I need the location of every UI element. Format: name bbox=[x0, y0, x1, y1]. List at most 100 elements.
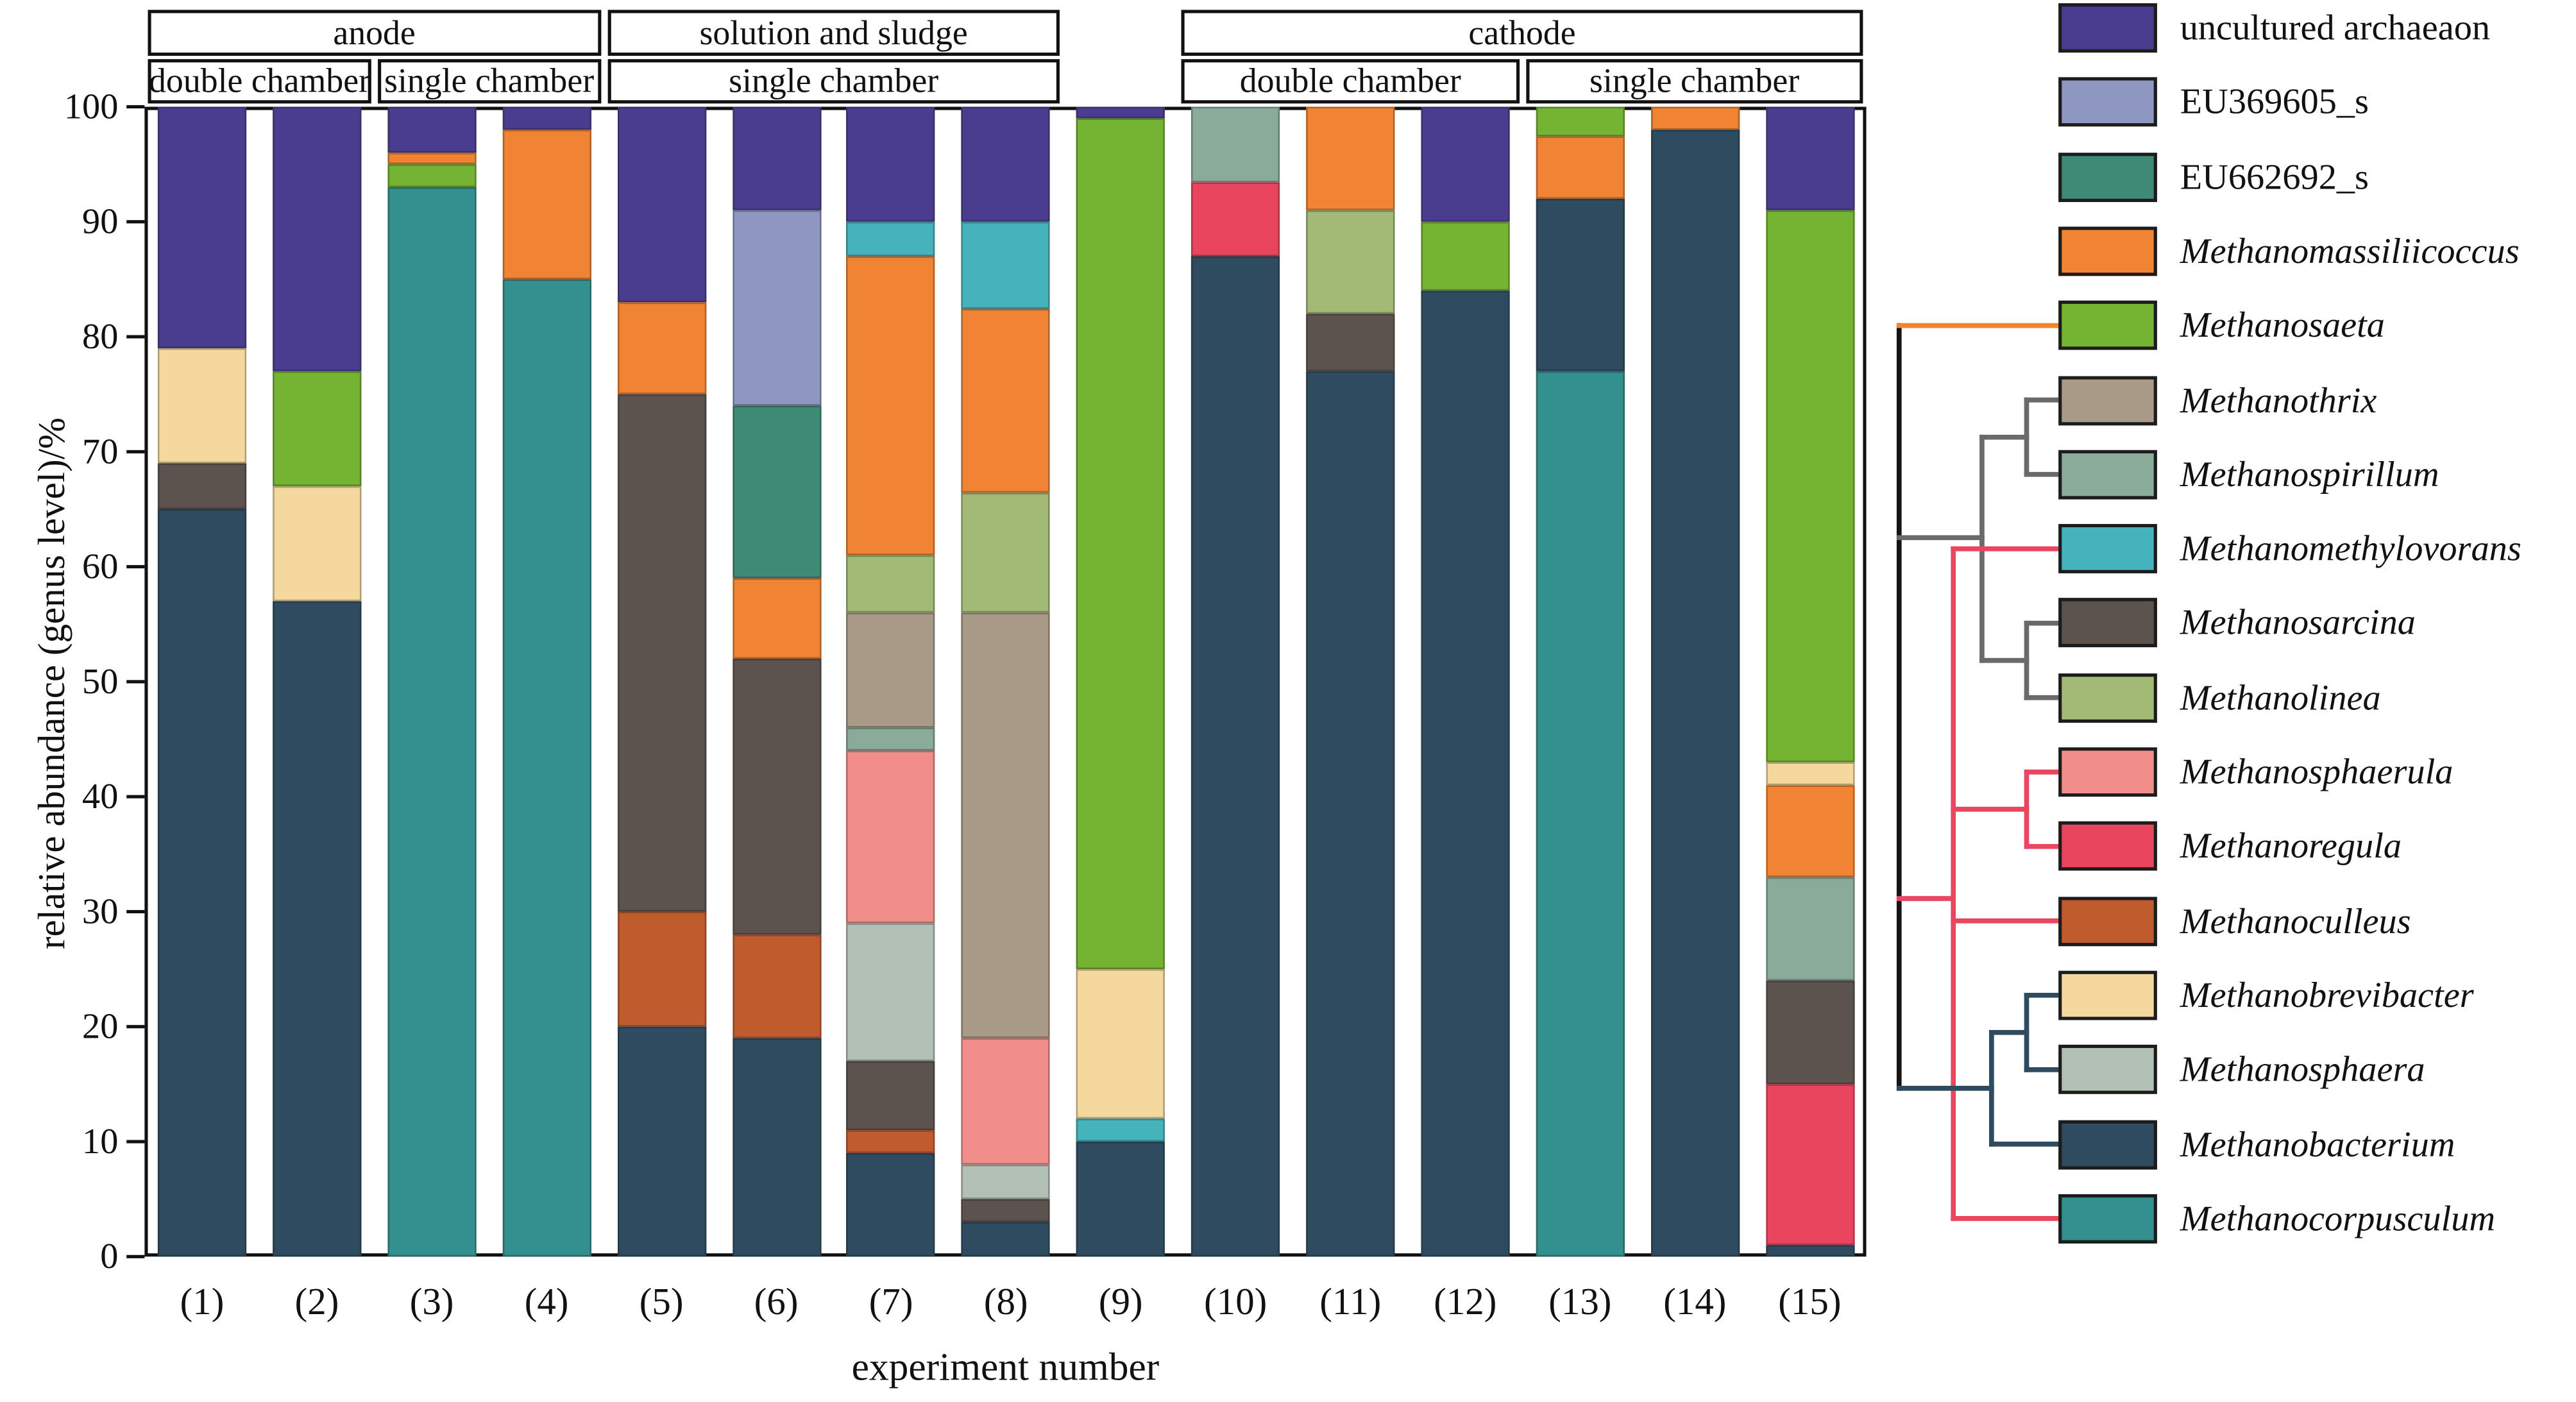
legend-label: Methanobrevibacter bbox=[2180, 974, 2474, 1015]
stacked-bar bbox=[157, 106, 247, 1257]
stacked-bar bbox=[732, 106, 821, 1257]
bar-segment bbox=[1765, 877, 1854, 981]
bar-segment bbox=[387, 164, 477, 187]
x-tick-label: (5) bbox=[639, 1281, 684, 1322]
x-tick-label: (11) bbox=[1319, 1281, 1382, 1322]
bar-segment bbox=[616, 1026, 706, 1257]
bar-segment bbox=[387, 187, 477, 1257]
y-tick-mark bbox=[126, 565, 145, 569]
bar-segment bbox=[1191, 182, 1280, 257]
bar-segment bbox=[502, 130, 591, 280]
chamber-header: double chamber bbox=[148, 59, 371, 104]
y-tick-label: 100 bbox=[64, 85, 119, 127]
bar-segment bbox=[1421, 106, 1510, 222]
bar-segment bbox=[1076, 1142, 1165, 1257]
bar-segment bbox=[847, 750, 936, 924]
y-tick-mark bbox=[126, 909, 145, 914]
bar-segment bbox=[732, 578, 821, 659]
legend-label: Methanoregula bbox=[2180, 825, 2402, 866]
legend-swatch bbox=[2058, 1119, 2157, 1169]
bar-segment bbox=[616, 911, 706, 1027]
bar-segment bbox=[962, 1038, 1051, 1165]
bar-segment bbox=[1765, 106, 1854, 210]
legend-swatch bbox=[2058, 375, 2157, 425]
legend-label: Methanosphaera bbox=[2180, 1048, 2425, 1090]
y-tick-label: 60 bbox=[82, 545, 119, 587]
y-tick-label: 10 bbox=[82, 1120, 119, 1161]
bar-segment bbox=[387, 106, 477, 153]
bar-segment bbox=[847, 727, 936, 751]
stacked-bar bbox=[387, 106, 477, 1257]
stacked-bar bbox=[1191, 106, 1280, 1257]
stacked-bar bbox=[1306, 106, 1395, 1257]
bar-segment bbox=[1421, 291, 1510, 1257]
y-tick-label: 0 bbox=[100, 1235, 119, 1277]
x-axis-title: experiment number bbox=[851, 1347, 1160, 1390]
bar-segment bbox=[1306, 210, 1395, 314]
bar-segment bbox=[847, 1061, 936, 1131]
bar-segment bbox=[157, 348, 247, 464]
bar-segment bbox=[847, 1153, 936, 1257]
bar-segment bbox=[387, 153, 477, 165]
bar-segment bbox=[502, 106, 591, 130]
bar-segment bbox=[272, 106, 362, 371]
legend-swatch bbox=[2058, 896, 2157, 946]
bar-segment bbox=[1765, 1084, 1854, 1246]
legend-label: Methanobacterium bbox=[2180, 1122, 2455, 1164]
bar-segment bbox=[272, 486, 362, 602]
chamber-header: single chamber bbox=[607, 59, 1060, 104]
legend-swatch bbox=[2058, 226, 2157, 276]
bar-segment bbox=[847, 221, 936, 257]
x-tick-label: (12) bbox=[1434, 1281, 1497, 1322]
x-tick-label: (2) bbox=[294, 1281, 339, 1322]
legend-swatch bbox=[2058, 78, 2157, 127]
y-tick-label: 70 bbox=[82, 430, 119, 472]
x-tick-label: (1) bbox=[180, 1281, 225, 1322]
group-header: cathode bbox=[1181, 10, 1863, 56]
bar-segment bbox=[847, 1130, 936, 1153]
bar-segment bbox=[847, 106, 936, 222]
bar-segment bbox=[1765, 1245, 1854, 1257]
y-tick-mark bbox=[126, 450, 145, 453]
bar-segment bbox=[1076, 118, 1165, 970]
bar-segment bbox=[616, 394, 706, 912]
y-tick-mark bbox=[126, 1254, 145, 1258]
legend-label: Methanoculleus bbox=[2180, 899, 2411, 941]
bar-segment bbox=[847, 555, 936, 613]
bar-segment bbox=[1076, 969, 1165, 1119]
legend-label: Methanomethylovorans bbox=[2180, 527, 2521, 569]
bar-segment bbox=[157, 106, 247, 348]
chamber-header: single chamber bbox=[1525, 59, 1863, 104]
stacked-bar bbox=[1650, 106, 1740, 1257]
y-tick-mark bbox=[126, 795, 145, 798]
y-tick-label: 20 bbox=[82, 1005, 119, 1047]
group-header: anode bbox=[148, 10, 601, 56]
legend-swatch bbox=[2058, 450, 2157, 500]
bar-segment bbox=[1650, 130, 1740, 1257]
bar-segment bbox=[732, 405, 821, 579]
legend-label: uncultured archaeaon bbox=[2180, 6, 2491, 48]
stacked-bar bbox=[272, 106, 362, 1257]
bar-segment bbox=[962, 106, 1051, 222]
bar-segment bbox=[1421, 221, 1510, 291]
y-tick-label: 80 bbox=[82, 315, 119, 357]
y-tick-mark bbox=[126, 220, 145, 224]
legend-label: Methanomassiliicoccus bbox=[2180, 230, 2520, 271]
bar-segment bbox=[616, 302, 706, 394]
bar-segment bbox=[1536, 135, 1625, 199]
stacked-bar bbox=[1536, 106, 1625, 1257]
bar-segment bbox=[1765, 785, 1854, 877]
phylogenetic-tree bbox=[1896, 323, 2062, 1221]
x-tick-label: (7) bbox=[869, 1281, 913, 1322]
x-tick-label: (8) bbox=[983, 1281, 1028, 1322]
bar-segment bbox=[732, 210, 821, 406]
legend-swatch bbox=[2058, 3, 2157, 53]
bar-segment bbox=[1765, 981, 1854, 1085]
x-tick-label: (9) bbox=[1098, 1281, 1143, 1322]
legend-swatch bbox=[2058, 673, 2157, 723]
bar-segment bbox=[157, 463, 247, 509]
bar-segment bbox=[962, 612, 1051, 1038]
